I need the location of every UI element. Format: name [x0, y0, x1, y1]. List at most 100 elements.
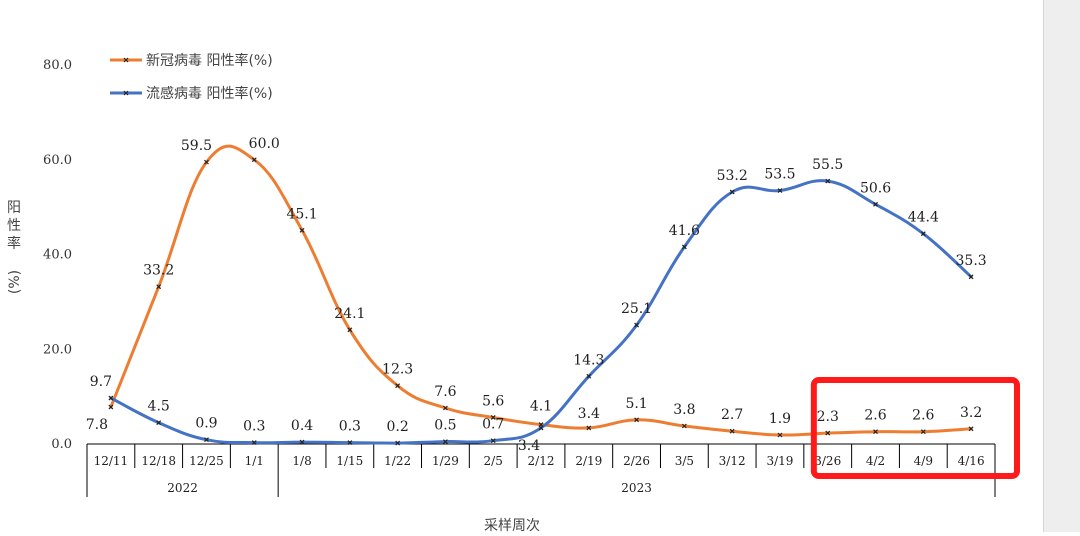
data-point: [347, 327, 353, 333]
data-point: [395, 383, 401, 389]
data-point: [634, 322, 640, 328]
data-point: [825, 178, 831, 184]
data-label: 0.5: [434, 418, 456, 434]
y-tick-label: 20.0: [43, 342, 72, 357]
data-label: 2.6: [912, 408, 934, 424]
data-point: [299, 439, 305, 445]
data-point: [586, 425, 592, 431]
data-point: [204, 437, 209, 443]
data-point: [156, 420, 162, 426]
data-point: [920, 231, 926, 237]
data-point: [442, 439, 448, 445]
data-label: 0.7: [482, 417, 504, 433]
data-label: 44.4: [908, 210, 939, 226]
x-tick-label: 2/12: [528, 454, 555, 468]
data-label: 7.6: [434, 384, 456, 400]
data-label: 0.3: [339, 419, 361, 435]
legend-label: 流感病毒 阳性率(%): [146, 85, 273, 102]
data-label: 45.1: [286, 206, 317, 222]
data-point: [108, 395, 114, 401]
data-label: 3.2: [960, 405, 982, 421]
x-tick-label: 2/19: [575, 454, 602, 468]
x-tick-label: 3/5: [675, 454, 694, 468]
data-point: [347, 440, 353, 446]
data-label: 2.7: [721, 407, 743, 423]
y-tick-label: 60.0: [43, 153, 72, 168]
data-label: 50.6: [860, 180, 891, 196]
data-point: [299, 227, 305, 233]
data-label: 9.7: [90, 374, 112, 390]
data-point: [442, 405, 448, 411]
data-label: 0.2: [386, 419, 408, 435]
data-point: [204, 159, 209, 165]
data-point: [586, 373, 592, 379]
data-point: [634, 417, 640, 423]
data-label: 14.3: [573, 352, 604, 368]
data-label: 5.1: [625, 396, 647, 412]
data-point: [729, 428, 735, 434]
data-label: 2.3: [817, 409, 839, 425]
year-group-label: 2023: [621, 481, 652, 495]
data-label: 7.8: [86, 417, 108, 433]
x-tick-label: 3/26: [814, 454, 841, 468]
data-point: [873, 429, 878, 435]
data-label: 4.1: [530, 399, 552, 415]
x-tick-label: 3/19: [766, 454, 793, 468]
data-label: 3.4: [518, 438, 540, 454]
x-tick-label: 4/2: [866, 454, 885, 468]
data-label: 3.8: [673, 402, 695, 418]
legend-marker: [123, 90, 129, 96]
data-label: 53.2: [717, 168, 748, 184]
y-tick-label: 40.0: [43, 248, 72, 263]
data-label: 25.1: [621, 301, 652, 317]
data-point: [156, 284, 162, 290]
data-label: 35.3: [956, 253, 987, 269]
data-point: [729, 189, 735, 195]
x-tick-label: 2/26: [623, 454, 650, 468]
data-point: [395, 440, 401, 446]
x-axis-title: 采样周次: [484, 518, 540, 532]
data-point: [251, 157, 257, 163]
data-point: [920, 429, 926, 435]
legend-label: 新冠病毒 阳性率(%): [146, 52, 273, 69]
data-label: 1.9: [769, 411, 791, 427]
data-point: [681, 423, 687, 429]
data-point: [968, 426, 974, 432]
highlight-box: [810, 377, 1020, 479]
data-label: 53.5: [764, 167, 795, 183]
data-point: [681, 244, 687, 250]
data-label: 0.3: [243, 419, 265, 435]
data-label: 0.4: [291, 418, 313, 434]
data-label: 60.0: [249, 136, 280, 152]
data-label: 4.5: [148, 399, 170, 415]
data-point: [825, 430, 831, 436]
y-axis-title-char: 性: [7, 218, 21, 234]
data-point: [873, 201, 878, 207]
data-point: [490, 438, 496, 444]
year-group-label: 2022: [167, 481, 198, 495]
y-axis-title-char: 阳: [7, 200, 21, 216]
x-tick-label: 1/1: [245, 454, 264, 468]
x-tick-label: 4/16: [958, 454, 985, 468]
data-label: 24.1: [334, 306, 365, 322]
data-label: 59.5: [181, 138, 212, 154]
x-tick-label: 1/29: [432, 454, 459, 468]
x-tick-label: 1/22: [384, 454, 411, 468]
data-label: 2.6: [864, 408, 886, 424]
data-label: 12.3: [382, 362, 413, 378]
data-point: [251, 440, 257, 446]
x-tick-label: 2/5: [484, 454, 503, 468]
x-tick-label: 1/8: [292, 454, 311, 468]
data-label: 41.6: [669, 223, 700, 239]
data-point: [968, 274, 974, 280]
x-tick-label: 3/12: [719, 454, 746, 468]
x-tick-label: 4/9: [914, 454, 933, 468]
x-tick-label: 12/25: [189, 454, 224, 468]
data-point: [108, 404, 114, 410]
x-tick-label: 12/18: [141, 454, 176, 468]
data-point: [777, 432, 783, 438]
series-line: [109, 144, 973, 437]
side-panel: [1043, 0, 1080, 532]
data-label: 55.5: [812, 157, 843, 173]
